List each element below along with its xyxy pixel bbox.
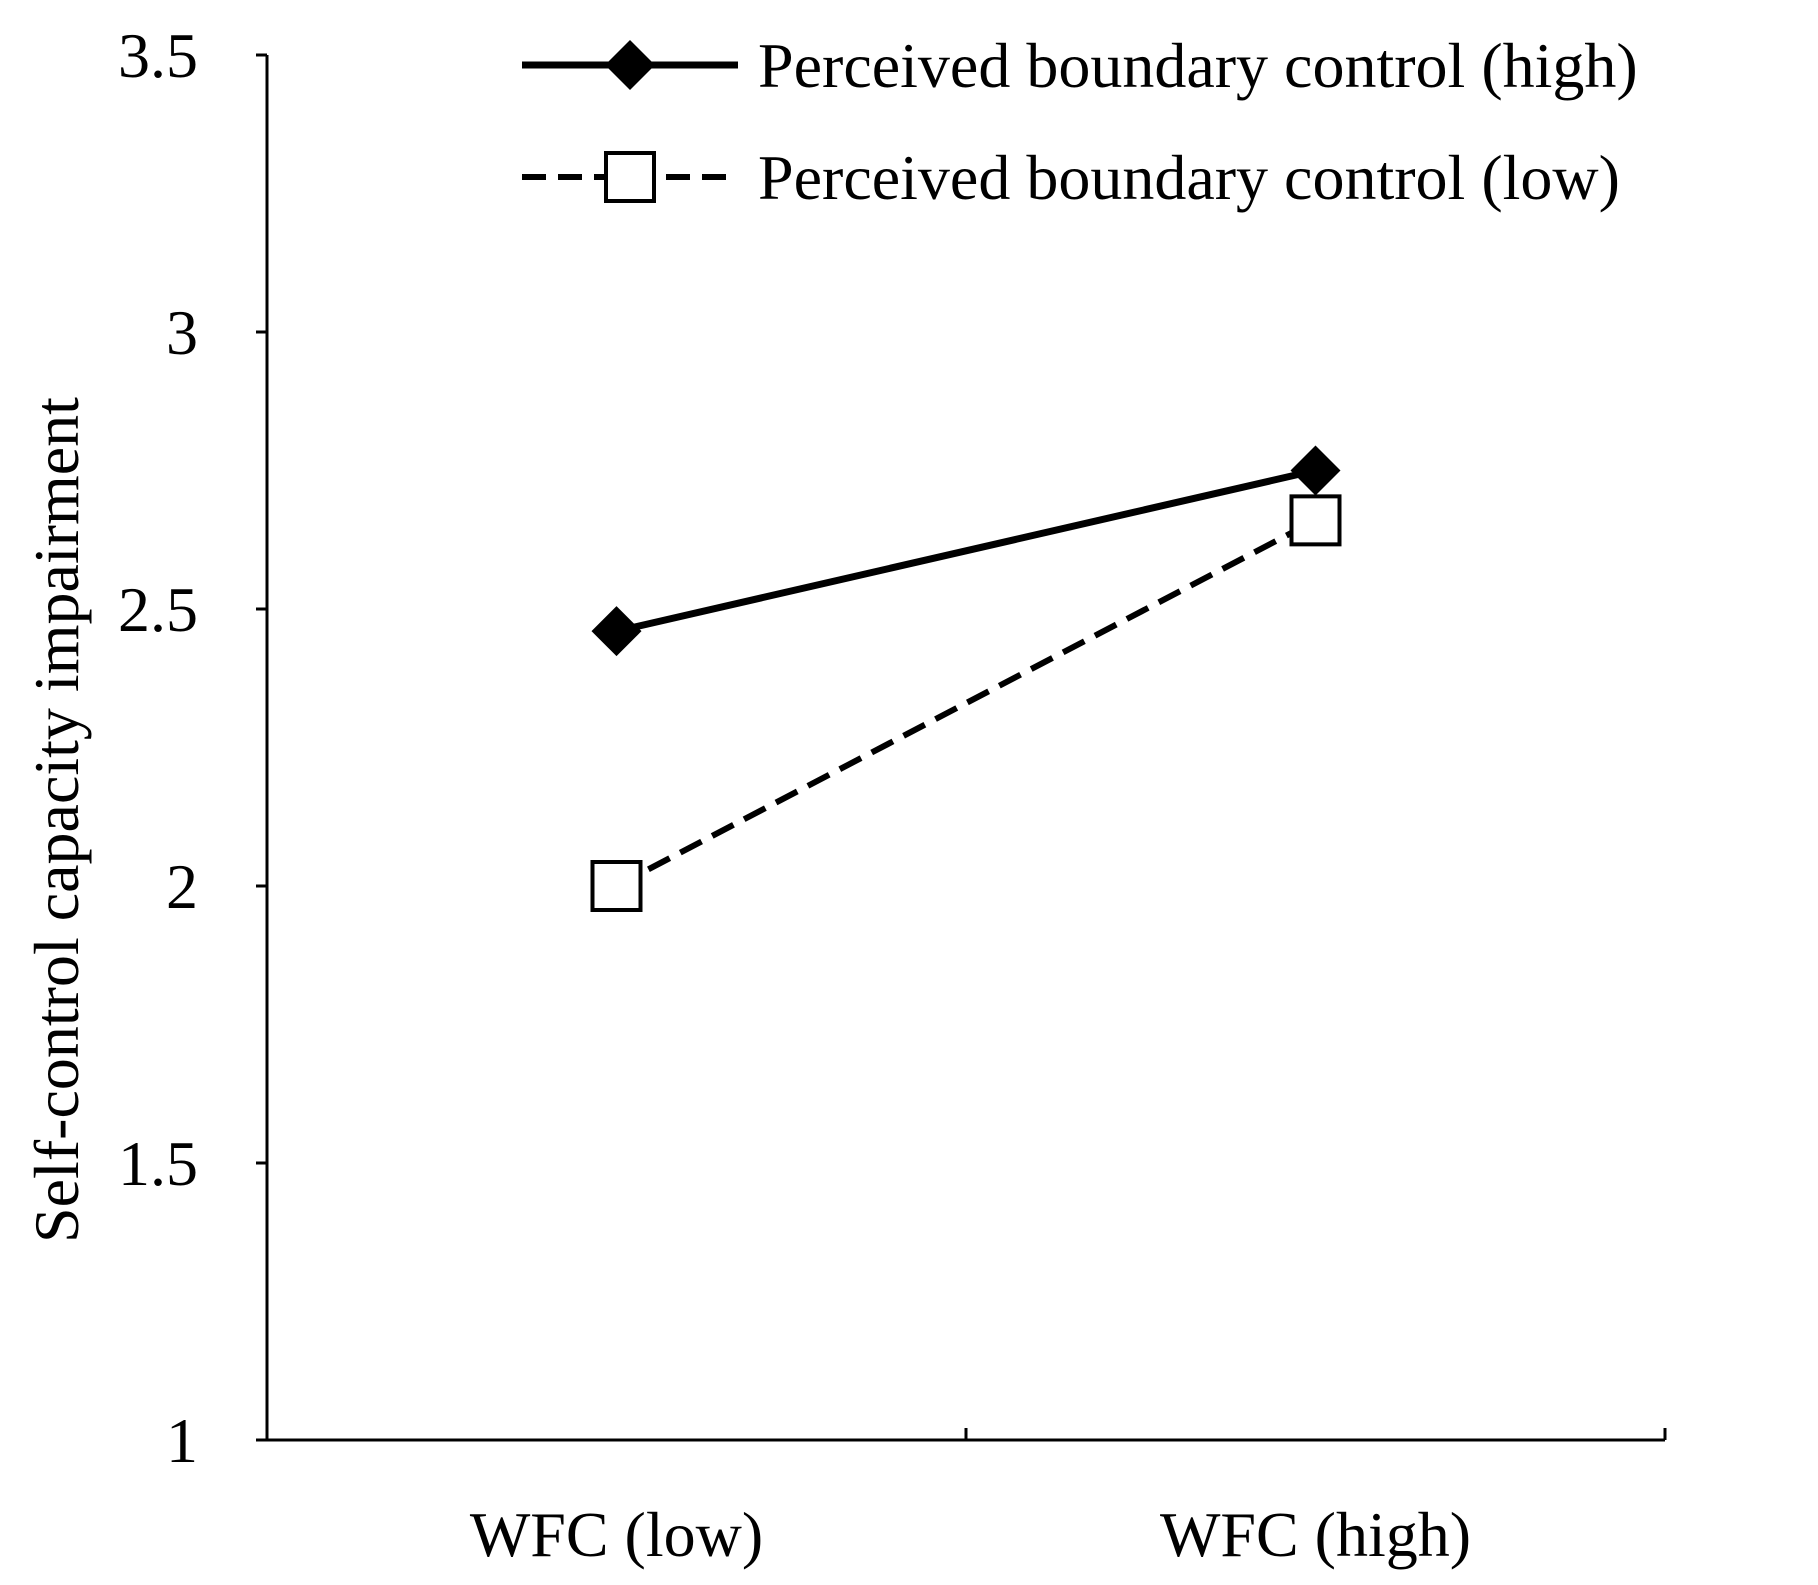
x-tick-label-0: WFC (low): [470, 1499, 763, 1570]
axes: [265, 55, 1665, 1442]
legend-label-low: Perceived boundary control (low): [758, 142, 1620, 213]
x-ticks: WFC (low) WFC (high): [470, 1428, 1667, 1570]
point-1-1: [1289, 494, 1342, 547]
point-1-0: [590, 860, 643, 912]
point-0-1: [1290, 445, 1341, 496]
y-axis-title: Self-control capacity impairment: [21, 397, 92, 1243]
y-tick-label-3: 2.5: [118, 574, 198, 645]
series-layer: [590, 445, 1342, 912]
y-tick-label-1: 1.5: [118, 1128, 198, 1199]
y-tick-label-0: 1: [166, 1405, 198, 1476]
legend-label-high: Perceived boundary control (high): [758, 30, 1638, 101]
series-line-1: [615, 517, 1317, 889]
series-0: [591, 445, 1341, 657]
y-tick-label-2: 2: [166, 851, 198, 922]
legend: Perceived boundary control (high) Percei…: [522, 30, 1638, 213]
x-tick-label-1: WFC (high): [1160, 1499, 1471, 1570]
y-tick-label-4: 3: [166, 297, 198, 368]
legend-marker-low: [604, 151, 656, 203]
series-line-0: [615, 467, 1317, 635]
series-1: [590, 494, 1342, 912]
point-0-0: [591, 606, 642, 657]
y-tick-label-5: 3.5: [118, 20, 198, 91]
y-ticks: 1 1.5 2 2.5 3 3.5: [118, 20, 267, 1476]
legend-marker-high: [605, 40, 655, 90]
